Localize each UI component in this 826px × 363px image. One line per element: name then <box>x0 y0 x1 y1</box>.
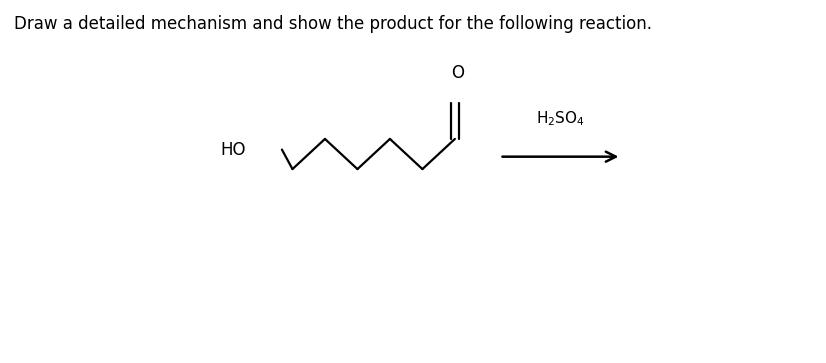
Text: O: O <box>451 64 464 82</box>
Text: HO: HO <box>221 140 246 159</box>
Text: Draw a detailed mechanism and show the product for the following reaction.: Draw a detailed mechanism and show the p… <box>14 15 652 33</box>
Text: H$_2$SO$_4$: H$_2$SO$_4$ <box>536 110 585 128</box>
